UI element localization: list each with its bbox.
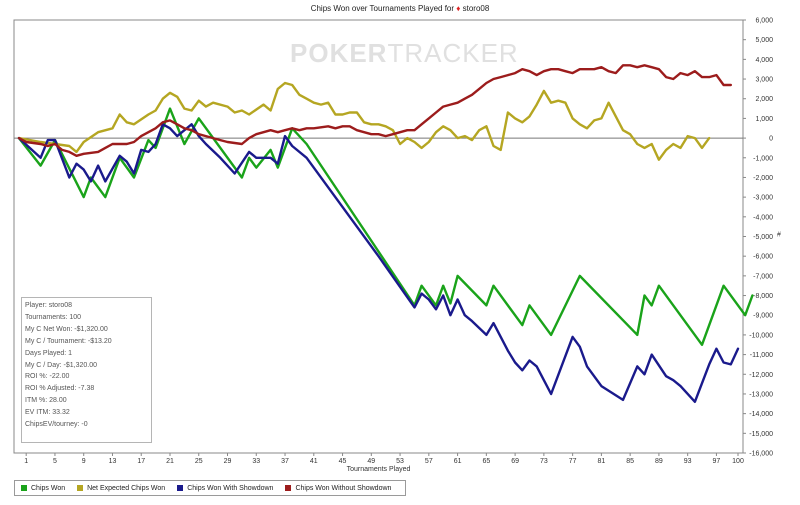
stats-line: My C / Day: -$1,320.00 [25, 361, 97, 369]
y-tick-label: 6,000 [755, 18, 773, 25]
y-tick-label: -10,000 [749, 332, 773, 339]
chart-title-player: storo08 [462, 4, 490, 13]
stats-panel: Player: storo08 Tournaments: 100 My C Net … [21, 297, 152, 443]
x-tick-label: 97 [713, 458, 721, 465]
y-tick-label: -8,000 [753, 293, 773, 300]
stats-line: ChipsEV/tourney: -0 [25, 421, 88, 429]
y-tick-label: -12,000 [749, 372, 773, 379]
stats-line: ROI %: -22.00 [25, 373, 70, 381]
x-tick-label: 5 [53, 458, 57, 465]
legend-item[interactable]: Chips Won [21, 485, 65, 492]
legend-label: Net Expected Chips Won [87, 484, 166, 492]
y-tick-label: 5,000 [755, 37, 773, 44]
y-tick-label: -2,000 [753, 175, 773, 182]
x-tick-label: 37 [281, 458, 289, 465]
x-tick-label: 49 [367, 458, 375, 465]
x-tick-label: 89 [655, 458, 663, 465]
stats-line: My C Net Won: -$1,320.00 [25, 325, 108, 333]
chart-title: Chips Won over Tournaments Played for ♦ … [0, 4, 800, 13]
y-tick-label: -14,000 [749, 411, 773, 418]
x-tick-label: 25 [195, 458, 203, 465]
y-tick-label: 4,000 [755, 57, 773, 64]
x-tick-label: 41 [310, 458, 318, 465]
legend-item[interactable]: Net Expected Chips Won [77, 485, 165, 492]
y-tick-label: -16,000 [749, 451, 773, 458]
x-tick-label: 77 [569, 458, 577, 465]
y-tick-label: 1,000 [755, 116, 773, 123]
legend-swatch [21, 485, 27, 491]
x-tick-label: 29 [224, 458, 232, 465]
y-tick-label: -4,000 [753, 214, 773, 221]
x-tick-label: 1 [24, 458, 28, 465]
x-tick-label: 61 [454, 458, 462, 465]
legend-swatch [285, 485, 292, 491]
stats-line: My C / Tournament: -$13.20 [25, 337, 112, 345]
series-line-chips-won [17, 107, 754, 346]
x-tick-label: 81 [597, 458, 605, 465]
x-tick-label: 93 [684, 458, 692, 465]
legend-item[interactable]: Chips Won Without Showdown [285, 485, 391, 492]
x-axis-label: Tournaments Played [347, 466, 411, 473]
x-tick-label: 73 [540, 458, 548, 465]
y-tick-label: -9,000 [753, 313, 773, 320]
y-tick-label: 0 [769, 136, 773, 143]
x-tick-label: 13 [109, 458, 117, 465]
x-tick-label: 65 [482, 458, 490, 465]
stats-line: Player: storo08 [25, 302, 73, 309]
x-tick-label: 45 [339, 458, 347, 465]
chart-title-text: Chips Won over Tournaments Played for [310, 4, 455, 13]
y-tick-label: -11,000 [750, 352, 773, 359]
x-tick-label: 9 [82, 458, 86, 465]
diamond-suit-icon: ♦ [456, 4, 461, 13]
x-tick-label: 33 [252, 458, 260, 465]
legend-swatch [177, 485, 184, 491]
legend-label: Chips Won [31, 484, 66, 492]
x-tick-label: 69 [511, 458, 519, 465]
y-tick-label: -5,000 [753, 234, 773, 241]
stats-line: ITM %: 28.00 [25, 397, 67, 405]
y-tick-label: -7,000 [753, 273, 773, 280]
chart-legend: Chips Won Net Expected Chips Won Chips Won… [14, 480, 406, 496]
x-tick-label: 21 [166, 458, 174, 465]
y-tick-label: -1,000 [753, 155, 773, 162]
y-tick-label: 3,000 [755, 77, 773, 84]
y-axis-label: # [777, 232, 781, 239]
x-tick-label: 57 [425, 458, 433, 465]
y-tick-label: -15,000 [749, 431, 773, 438]
x-tick-label: 100 [732, 458, 744, 465]
legend-label: Chips Won With Showdown [187, 484, 274, 492]
stats-line: Days Played: 1 [25, 349, 73, 357]
y-tick-label: -13,000 [749, 391, 773, 398]
legend-item[interactable]: Chips Won With Showdown [177, 485, 273, 492]
legend-swatch [77, 485, 84, 491]
y-tick-label: -6,000 [753, 254, 773, 261]
x-tick-label: 17 [137, 458, 145, 465]
stats-line: ROI % Adjusted: -7.38 [25, 385, 95, 393]
series-line-chips-won-with-showdown [17, 123, 740, 403]
series-line-net-expected-chips-won [17, 81, 711, 161]
y-tick-label: -3,000 [753, 195, 773, 202]
pokertracker-watermark: POKERTRACKER [290, 38, 519, 68]
series-line-chips-won-without-showdown [17, 64, 732, 158]
y-tick-label: 2,000 [755, 96, 773, 103]
stats-line: Tournaments: 100 [25, 313, 82, 321]
x-tick-label: 53 [396, 458, 404, 465]
stats-line: EV ITM: 33.32 [25, 409, 70, 417]
legend-label: Chips Won Without Showdown [295, 484, 392, 492]
line-chart: 6,000 5,000 4,000 3,000 2,000 1,000 0 -1,000 -2,… [13, 18, 781, 473]
x-tick-label: 85 [626, 458, 634, 465]
